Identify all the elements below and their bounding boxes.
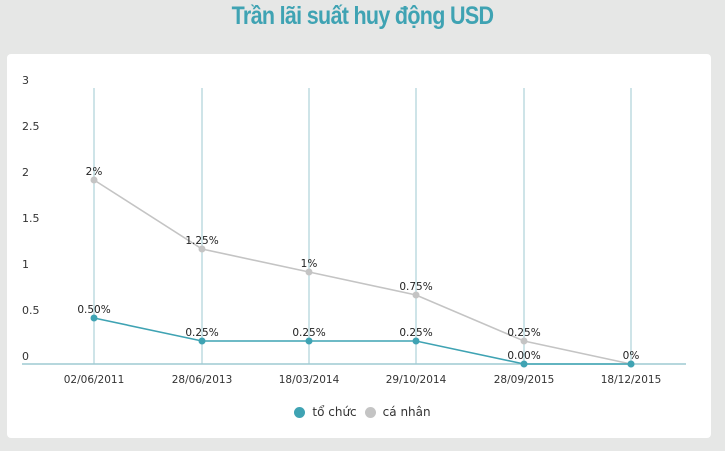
data-label: 0.25% bbox=[185, 327, 218, 339]
data-label: 0% bbox=[623, 350, 640, 362]
data-point bbox=[305, 337, 313, 345]
y-tick-label: 2.5 bbox=[22, 120, 40, 133]
y-tick-label: 1.5 bbox=[22, 212, 40, 225]
series-line-ca-nhan bbox=[93, 179, 632, 365]
x-tick-label: 29/10/2014 bbox=[386, 374, 447, 386]
y-tick-label: 0 bbox=[22, 350, 29, 363]
data-label: 0.25% bbox=[399, 327, 432, 339]
y-tick-label: 2 bbox=[22, 166, 29, 179]
data-point bbox=[198, 337, 206, 345]
legend-dot-to-chuc-icon bbox=[294, 406, 306, 418]
data-point bbox=[412, 291, 420, 299]
x-tick-label: 02/06/2011 bbox=[64, 374, 125, 386]
legend-item-ca-nhan[interactable]: cá nhân bbox=[364, 405, 431, 419]
legend-dot-ca-nhan-icon bbox=[364, 406, 376, 418]
chart-title: Trần lãi suất huy động USD bbox=[231, 2, 494, 30]
data-label: 1.25% bbox=[185, 235, 218, 247]
y-tick-label: 1 bbox=[22, 258, 29, 271]
x-tick-label: 18/12/2015 bbox=[601, 374, 662, 386]
x-tick-label: 28/09/2015 bbox=[494, 374, 555, 386]
x-tick-label: 18/03/2014 bbox=[279, 374, 340, 386]
data-point bbox=[305, 268, 313, 276]
legend-item-to-chuc[interactable]: tổ chức bbox=[294, 405, 357, 419]
data-label: 2% bbox=[86, 166, 103, 178]
data-label: 0.25% bbox=[292, 327, 325, 339]
series-line-to-chuc bbox=[93, 317, 631, 365]
data-point bbox=[520, 360, 528, 368]
data-point bbox=[520, 337, 528, 345]
chart-legend: tổ chức cá nhân bbox=[0, 405, 725, 419]
data-point bbox=[90, 176, 98, 184]
x-tick-label: 28/06/2013 bbox=[172, 374, 233, 386]
data-point bbox=[627, 360, 635, 368]
data-point bbox=[412, 337, 420, 345]
data-point bbox=[198, 245, 206, 253]
chart-card bbox=[7, 54, 711, 438]
legend-label-ca-nhan: cá nhân bbox=[382, 405, 431, 419]
y-tick-label: 3 bbox=[22, 74, 29, 87]
data-label: 1% bbox=[301, 258, 318, 270]
data-label: 0.00% bbox=[507, 350, 540, 362]
data-label: 0.50% bbox=[77, 304, 110, 316]
data-label: 0.25% bbox=[507, 327, 540, 339]
y-tick-label: 0.5 bbox=[22, 304, 40, 317]
legend-label-to-chuc: tổ chức bbox=[312, 405, 357, 419]
data-point bbox=[90, 314, 98, 322]
data-label: 0.75% bbox=[399, 281, 432, 293]
